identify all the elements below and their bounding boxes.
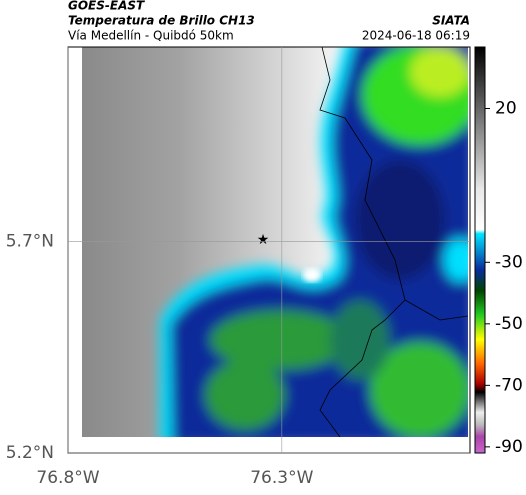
source: SIATA (432, 14, 470, 28)
colorbar (474, 46, 486, 454)
x-tick-label: 76.3°W (250, 468, 313, 488)
colorbar-tick-label: -70 (495, 375, 523, 395)
timestamp: 2024-06-18 06:19 (362, 29, 470, 43)
title: Temperatura de Brillo CH13 (68, 14, 255, 28)
subtitle: Vía Medellín - Quibdó 50km (68, 29, 234, 43)
colorbar-tick-label: -90 (495, 437, 523, 457)
colorbar-tick-label: -50 (495, 314, 523, 334)
colorbar-tick-label: 20 (495, 99, 517, 119)
colorbar-tick-label: -30 (495, 252, 523, 272)
x-tick-label: 76.8°W (36, 468, 99, 488)
location-marker: ★ (257, 232, 270, 248)
satellite-image (82, 47, 468, 437)
y-tick-label: 5.2°N (6, 443, 54, 463)
satellite: GOES-EAST (68, 0, 145, 13)
y-tick-label: 5.7°N (6, 232, 54, 252)
